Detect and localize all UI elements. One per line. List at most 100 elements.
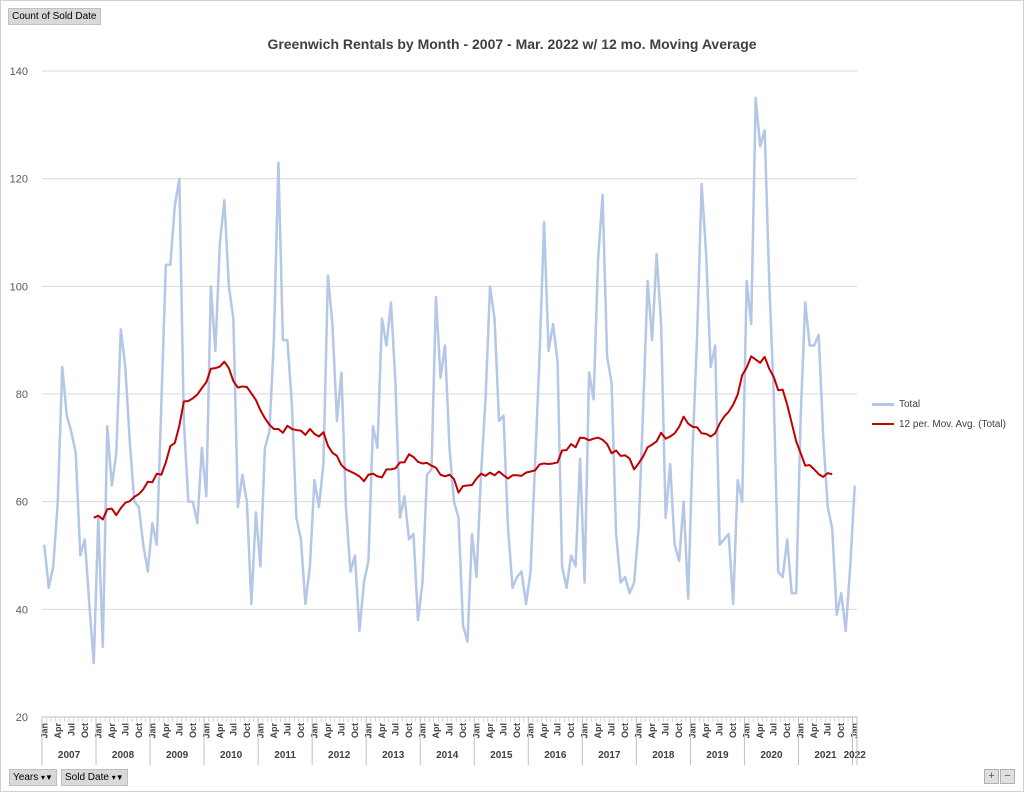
zoom-in-button[interactable]: + <box>984 769 999 784</box>
gridlines <box>42 70 857 718</box>
year-label: 2008 <box>112 750 135 761</box>
month-tick-label: Jul <box>390 723 400 736</box>
month-tick-label: Apr <box>593 723 603 739</box>
month-tick-label: Jan <box>688 723 698 739</box>
year-label: 2011 <box>274 750 296 761</box>
month-tick-label: Apr <box>215 723 225 739</box>
month-tick-label: Jan <box>309 723 319 739</box>
month-tick-label: Jan <box>472 723 482 739</box>
month-tick-label: Jan <box>580 723 590 739</box>
dropdown-filter-icon: ▾▼ <box>111 773 124 782</box>
month-tick-label: Jan <box>39 723 49 739</box>
dropdown-filter-icon: ▾▼ <box>41 773 53 782</box>
chart-title: Greenwich Rentals by Month - 2007 - Mar.… <box>267 36 757 52</box>
year-label: 2010 <box>220 750 243 761</box>
month-tick-label: Oct <box>80 723 90 738</box>
month-tick-label: Jul <box>715 723 725 736</box>
month-tick-label: Jul <box>823 723 833 736</box>
y-tick-label: 140 <box>10 66 28 78</box>
month-tick-label: Oct <box>728 723 738 738</box>
month-tick-label: Oct <box>512 723 522 738</box>
month-tick-label: Jul <box>282 723 292 736</box>
legend-swatch-total <box>872 402 894 406</box>
month-tick-label: Jan <box>634 723 644 739</box>
year-label: 2014 <box>436 750 459 761</box>
year-label: 2022 <box>844 750 867 761</box>
month-tick-label: Jul <box>445 723 455 736</box>
years-filter-button[interactable]: Years ▾▼ <box>9 769 57 786</box>
series-line-total <box>43 96 856 665</box>
legend-label-total: Total <box>899 398 921 410</box>
month-tick-label: Oct <box>782 723 792 738</box>
value-field-label: Count of Sold Date <box>12 11 97 22</box>
year-label: 2017 <box>598 750 621 761</box>
month-tick-label: Oct <box>242 723 252 738</box>
series-line-moving-average <box>93 355 833 521</box>
month-tick-label: Oct <box>350 723 360 738</box>
y-tick-label: 60 <box>16 497 28 509</box>
month-tick-label: Oct <box>296 723 306 738</box>
y-tick-label: 40 <box>16 604 28 616</box>
legend-label-moving-average: 12 per. Mov. Avg. (Total) <box>899 418 1006 430</box>
month-tick-label: Jan <box>742 723 752 739</box>
month-tick-label: Apr <box>647 723 657 739</box>
sold-date-filter-button[interactable]: Sold Date ▾▼ <box>61 769 128 786</box>
month-tick-label: Apr <box>755 723 765 739</box>
month-tick-label: Jan <box>201 723 211 739</box>
month-tick-label: Jan <box>147 723 157 739</box>
month-tick-label: Jan <box>796 723 806 739</box>
year-label: 2016 <box>544 750 567 761</box>
year-label: 2018 <box>652 750 675 761</box>
month-tick-label: Oct <box>620 723 630 738</box>
month-tick-label: Jul <box>174 723 184 736</box>
value-field-button[interactable]: Count of Sold Date <box>8 8 101 25</box>
month-tick-label: Oct <box>458 723 468 738</box>
year-label: 2019 <box>706 750 729 761</box>
sold-date-filter-label: Sold Date <box>65 772 109 783</box>
legend: Total 12 per. Mov. Avg. (Total) <box>872 394 1006 434</box>
month-tick-label: Apr <box>809 723 819 739</box>
month-tick-label: Jul <box>66 723 76 736</box>
years-filter-label: Years <box>13 772 39 783</box>
year-label: 2007 <box>58 750 81 761</box>
month-tick-label: Jul <box>499 723 509 736</box>
zoom-out-button[interactable]: − <box>1000 769 1015 784</box>
y-tick-label: 100 <box>10 281 28 293</box>
month-tick-label: Jan <box>93 723 103 739</box>
month-tick-label: Oct <box>188 723 198 738</box>
month-tick-label: Jul <box>336 723 346 736</box>
month-tick-label: Apr <box>431 723 441 739</box>
month-tick-label: Oct <box>566 723 576 738</box>
month-tick-label: Jul <box>661 723 671 736</box>
month-tick-label: Jan <box>526 723 536 739</box>
month-tick-label: Apr <box>323 723 333 739</box>
month-tick-label: Apr <box>539 723 549 739</box>
month-tick-label: Apr <box>269 723 279 739</box>
month-tick-label: Oct <box>404 723 414 738</box>
month-tick-label: Apr <box>377 723 387 739</box>
series-lines <box>43 96 856 665</box>
month-tick-label: Jan <box>417 723 427 739</box>
month-tick-label: Apr <box>107 723 117 739</box>
month-tick-label: Jan <box>255 723 265 739</box>
month-tick-label: Jul <box>553 723 563 736</box>
x-axis: Jan Apr Jul Oct Jan Apr Jul Oct Jan Apr Jul Oct Jan A… <box>39 716 867 765</box>
legend-item-moving-average: 12 per. Mov. Avg. (Total) <box>872 414 1006 434</box>
month-tick-label: Apr <box>701 723 711 739</box>
y-tick-label: 120 <box>10 174 28 186</box>
legend-swatch-moving-average <box>872 423 894 425</box>
year-label: 2012 <box>328 750 351 761</box>
month-tick-label: Jan <box>363 723 373 739</box>
month-tick-label: Apr <box>485 723 495 739</box>
year-label: 2013 <box>382 750 405 761</box>
y-tick-label: 80 <box>16 389 28 401</box>
month-tick-label: Apr <box>53 723 63 739</box>
month-tick-label: Apr <box>161 723 171 739</box>
month-tick-label: Oct <box>836 723 846 738</box>
month-tick-label: Jan <box>850 723 860 739</box>
year-label: 2015 <box>490 750 513 761</box>
month-tick-label: Jul <box>607 723 617 736</box>
year-label: 2009 <box>166 750 189 761</box>
year-label: 2020 <box>760 750 783 761</box>
